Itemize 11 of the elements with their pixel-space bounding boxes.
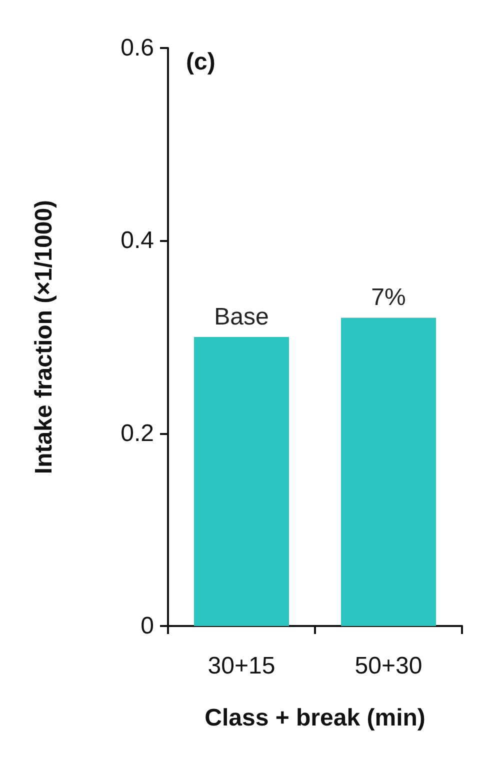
y-tick-label: 0.2 bbox=[120, 420, 154, 447]
y-tick-label: 0.4 bbox=[120, 227, 154, 254]
y-tick-label: 0.6 bbox=[120, 34, 154, 62]
y-axis-title: Intake fraction (×1/1000) bbox=[30, 200, 58, 474]
x-tick-label: 30+15 bbox=[208, 652, 276, 680]
x-tick-label: 50+30 bbox=[354, 652, 422, 680]
y-tick-label: 0 bbox=[140, 612, 154, 640]
x-axis-title: Class + break (min) bbox=[204, 704, 426, 732]
annotation: (c) bbox=[186, 48, 216, 76]
annotation: Base bbox=[214, 304, 269, 330]
annotation: 7% bbox=[371, 284, 406, 312]
